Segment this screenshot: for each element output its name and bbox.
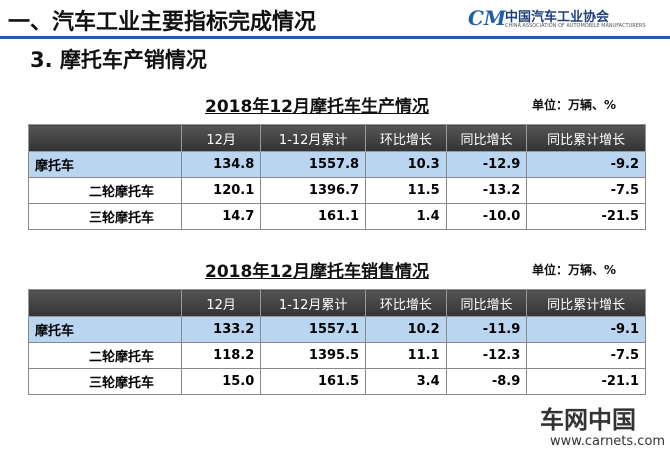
data-cell: -10.0 — [445, 203, 528, 230]
data-cell: 11.1 — [365, 342, 447, 369]
data-table: 12月 1-12月累计 环比增长 同比增长 同比累计增长 摩托车 134.8 1557.8 10… — [28, 124, 646, 230]
header-cell: 同比累计增长 — [526, 289, 646, 317]
data-cell: -7.5 — [526, 177, 646, 204]
title-rule — [0, 36, 670, 39]
data-cell: -9.1 — [526, 316, 646, 343]
data-row: 二轮摩托车 118.2 1395.5 11.1 -12.3 -7.5 — [28, 342, 646, 369]
row-label: 摩托车 — [28, 151, 182, 178]
header-cell: 1-12月累计 — [260, 124, 367, 152]
header-cell — [28, 124, 182, 152]
data-cell: 161.5 — [260, 368, 367, 395]
data-cell: 161.1 — [260, 203, 367, 230]
header-cell: 12月 — [180, 124, 262, 152]
data-cell: -7.5 — [526, 342, 646, 369]
header-cell: 环比增长 — [365, 124, 447, 152]
header-row: 12月 1-12月累计 环比增长 同比增长 同比累计增长 — [28, 124, 646, 152]
data-cell: -21.5 — [526, 203, 646, 230]
data-cell: 1395.5 — [260, 342, 367, 369]
data-cell: -9.2 — [526, 151, 646, 178]
row-label: 三轮摩托车 — [28, 203, 182, 230]
data-cell: 10.2 — [365, 316, 447, 343]
header-cell: 环比增长 — [365, 289, 447, 317]
data-cell: 1396.7 — [260, 177, 367, 204]
table-unit: 单位：万辆、% — [532, 263, 617, 277]
data-cell: 10.3 — [365, 151, 447, 178]
data-row: 摩托车 133.2 1557.1 10.2 -11.9 -9.1 — [28, 316, 646, 343]
section-title: 3. 摩托车产销情况 — [30, 48, 207, 72]
data-cell: -21.1 — [526, 368, 646, 395]
header-cell: 1-12月累计 — [260, 289, 367, 317]
table-title: 2018年12月摩托车生产情况 — [205, 97, 429, 117]
row-label: 三轮摩托车 — [28, 368, 182, 395]
data-cell: 3.4 — [365, 368, 447, 395]
data-cell: 1557.8 — [260, 151, 367, 178]
header-cell: 同比增长 — [445, 124, 528, 152]
data-cell: 11.5 — [365, 177, 447, 204]
header-cell: 同比增长 — [445, 289, 528, 317]
table-unit: 单位：万辆、% — [532, 98, 617, 112]
data-cell: 1.4 — [365, 203, 447, 230]
data-cell: 15.0 — [180, 368, 262, 395]
data-cell: 118.2 — [180, 342, 262, 369]
header-cell: 同比累计增长 — [526, 124, 646, 152]
data-cell: -11.9 — [445, 316, 528, 343]
slide-title: 一、汽车工业主要指标完成情况 — [8, 10, 317, 35]
data-cell: 120.1 — [180, 177, 262, 204]
data-cell: 1557.1 — [260, 316, 367, 343]
watermark-url: www.carnets.com — [550, 434, 666, 449]
logo-name: 中国汽车工业协会 — [505, 10, 610, 25]
data-cell: -13.2 — [445, 177, 528, 204]
data-row: 三轮摩托车 14.7 161.1 1.4 -10.0 -21.5 — [28, 203, 646, 230]
data-row: 二轮摩托车 120.1 1396.7 11.5 -13.2 -7.5 — [28, 177, 646, 204]
row-label: 二轮摩托车 — [28, 342, 182, 369]
logo-icon: CM — [468, 6, 507, 30]
row-label: 二轮摩托车 — [28, 177, 182, 204]
data-row: 三轮摩托车 15.0 161.5 3.4 -8.9 -21.1 — [28, 368, 646, 395]
data-cell: 134.8 — [180, 151, 262, 178]
data-cell: 133.2 — [180, 316, 262, 343]
data-cell: 14.7 — [180, 203, 262, 230]
logo-subtitle: CHINA ASSOCIATION OF AUTOMOBILE MANUFACT… — [505, 23, 646, 29]
data-cell: -12.3 — [445, 342, 528, 369]
table-title: 2018年12月摩托车销售情况 — [205, 262, 429, 282]
header-cell: 12月 — [180, 289, 262, 317]
header-row: 12月 1-12月累计 环比增长 同比增长 同比累计增长 — [28, 289, 646, 317]
data-cell: -12.9 — [445, 151, 528, 178]
data-row: 摩托车 134.8 1557.8 10.3 -12.9 -9.2 — [28, 151, 646, 178]
watermark-brand: 车网中国 — [540, 406, 636, 434]
data-cell: -8.9 — [445, 368, 528, 395]
header-cell — [28, 289, 182, 317]
data-table: 12月 1-12月累计 环比增长 同比增长 同比累计增长 摩托车 133.2 1557.1 10… — [28, 289, 646, 395]
row-label: 摩托车 — [28, 316, 182, 343]
